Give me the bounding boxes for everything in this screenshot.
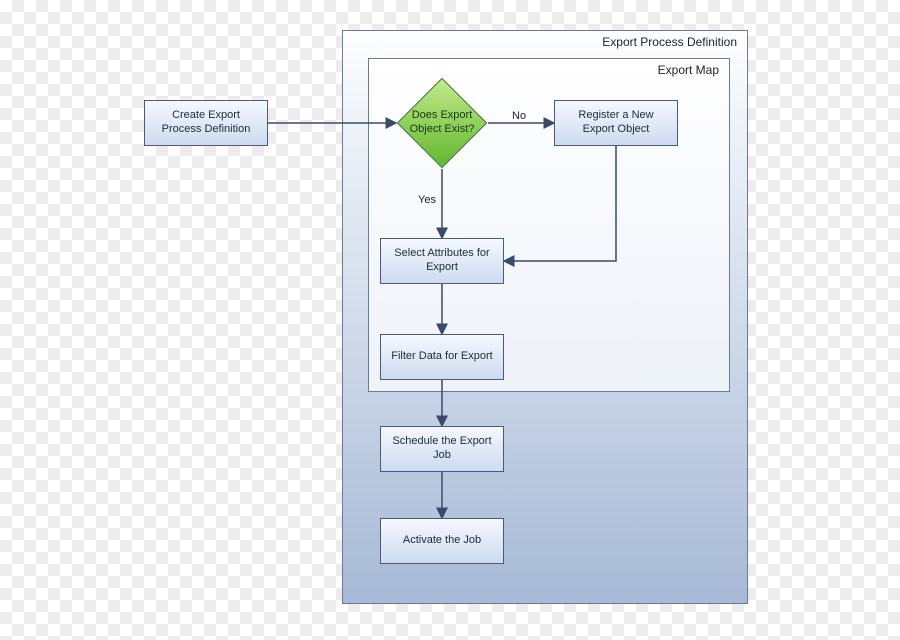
node-filter-data-for-export: Filter Data for Export bbox=[380, 334, 504, 380]
node-decision-does-export-object-exist: Does Export Object Exist? bbox=[397, 78, 488, 169]
node-activate-the-job: Activate the Job bbox=[380, 518, 504, 564]
node-select-attributes-for-export: Select Attributes for Export bbox=[380, 238, 504, 284]
container-label-inner: Export Map bbox=[658, 63, 719, 77]
node-create-export-process-definition: Create Export Process Definition bbox=[144, 100, 268, 146]
node-schedule-export-job: Schedule the Export Job bbox=[380, 426, 504, 472]
flowchart-canvas: Export Process Definition Export Map Cre… bbox=[0, 0, 900, 640]
node-label: Filter Data for Export bbox=[391, 350, 492, 364]
node-label: Activate the Job bbox=[403, 534, 481, 548]
node-label: Register a New Export Object bbox=[561, 109, 671, 137]
node-label: Create Export Process Definition bbox=[151, 109, 261, 137]
node-label: Select Attributes for Export bbox=[387, 247, 497, 275]
node-register-new-export-object: Register a New Export Object bbox=[554, 100, 678, 146]
container-label-outer: Export Process Definition bbox=[602, 35, 737, 49]
node-label: Does Export Object Exist? bbox=[397, 78, 488, 169]
edge-label-no: No bbox=[512, 110, 526, 122]
edge-label-yes: Yes bbox=[418, 194, 436, 206]
node-label: Schedule the Export Job bbox=[387, 435, 497, 463]
